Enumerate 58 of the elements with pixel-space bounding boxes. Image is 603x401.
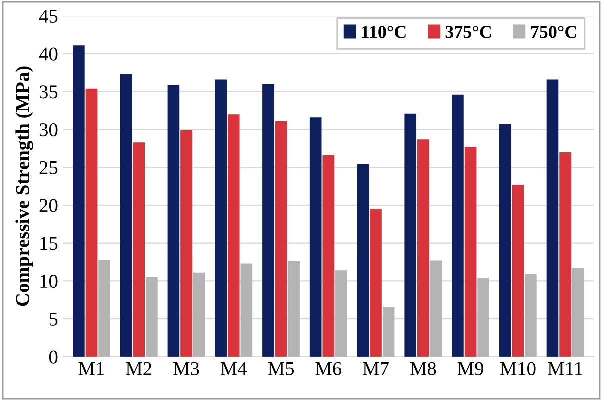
bar xyxy=(193,272,206,357)
y-tick-label: 5 xyxy=(50,313,58,326)
bar xyxy=(512,185,524,357)
bar xyxy=(464,147,477,357)
bar xyxy=(430,260,442,357)
bar xyxy=(370,209,382,357)
x-tick-label: M8 xyxy=(410,362,436,376)
bar xyxy=(98,260,110,357)
y-tick-label: 0 xyxy=(49,350,58,364)
y-tick-label: 25 xyxy=(40,161,58,174)
y-tick-label: 30 xyxy=(40,123,58,137)
x-tick-label: M7 xyxy=(363,362,389,376)
bar xyxy=(357,164,370,357)
bar xyxy=(168,85,180,357)
bar xyxy=(262,84,274,357)
bar xyxy=(404,114,417,357)
y-tick-label: 45 xyxy=(39,10,58,23)
bar xyxy=(240,264,253,357)
x-tick-label: M9 xyxy=(458,362,484,376)
y-tick-label: 20 xyxy=(40,199,58,212)
bar xyxy=(86,88,98,357)
bar xyxy=(133,142,146,357)
y-tick-label: 10 xyxy=(40,274,58,288)
x-tick-label: M3 xyxy=(174,362,200,376)
bar xyxy=(228,114,240,357)
bar xyxy=(452,94,464,357)
bar xyxy=(215,80,227,357)
bar xyxy=(288,262,300,357)
y-tick-label: 35 xyxy=(40,86,58,99)
x-tick-label: M4 xyxy=(220,362,248,376)
y-tick-label: 15 xyxy=(40,237,58,250)
legend-label: 110°C xyxy=(362,26,406,38)
bar xyxy=(120,74,132,357)
bar xyxy=(417,140,430,357)
y-axis-title: Compressive Strength (MPa) xyxy=(16,66,34,306)
x-tick-label: M2 xyxy=(126,362,152,376)
x-tick-label: M10 xyxy=(500,362,536,376)
bar xyxy=(180,130,192,357)
bar xyxy=(546,80,559,357)
legend-label: 750°C xyxy=(531,26,576,38)
bar xyxy=(322,155,335,357)
legend-label: 375°C xyxy=(446,26,492,38)
bar xyxy=(146,277,158,357)
bar xyxy=(73,46,85,357)
x-tick-label: M11 xyxy=(548,362,582,376)
bar xyxy=(525,274,537,357)
x-tick-label: M1 xyxy=(78,362,104,376)
bar xyxy=(310,118,322,357)
x-tick-label: M6 xyxy=(316,362,342,376)
bar xyxy=(275,121,288,357)
y-tick-label: 40 xyxy=(39,48,58,61)
x-tick-label: M5 xyxy=(268,362,294,376)
bar xyxy=(572,268,584,357)
bar xyxy=(478,278,490,357)
bar xyxy=(382,306,395,357)
bar xyxy=(499,124,512,357)
bar xyxy=(560,152,572,357)
bar xyxy=(336,270,348,357)
